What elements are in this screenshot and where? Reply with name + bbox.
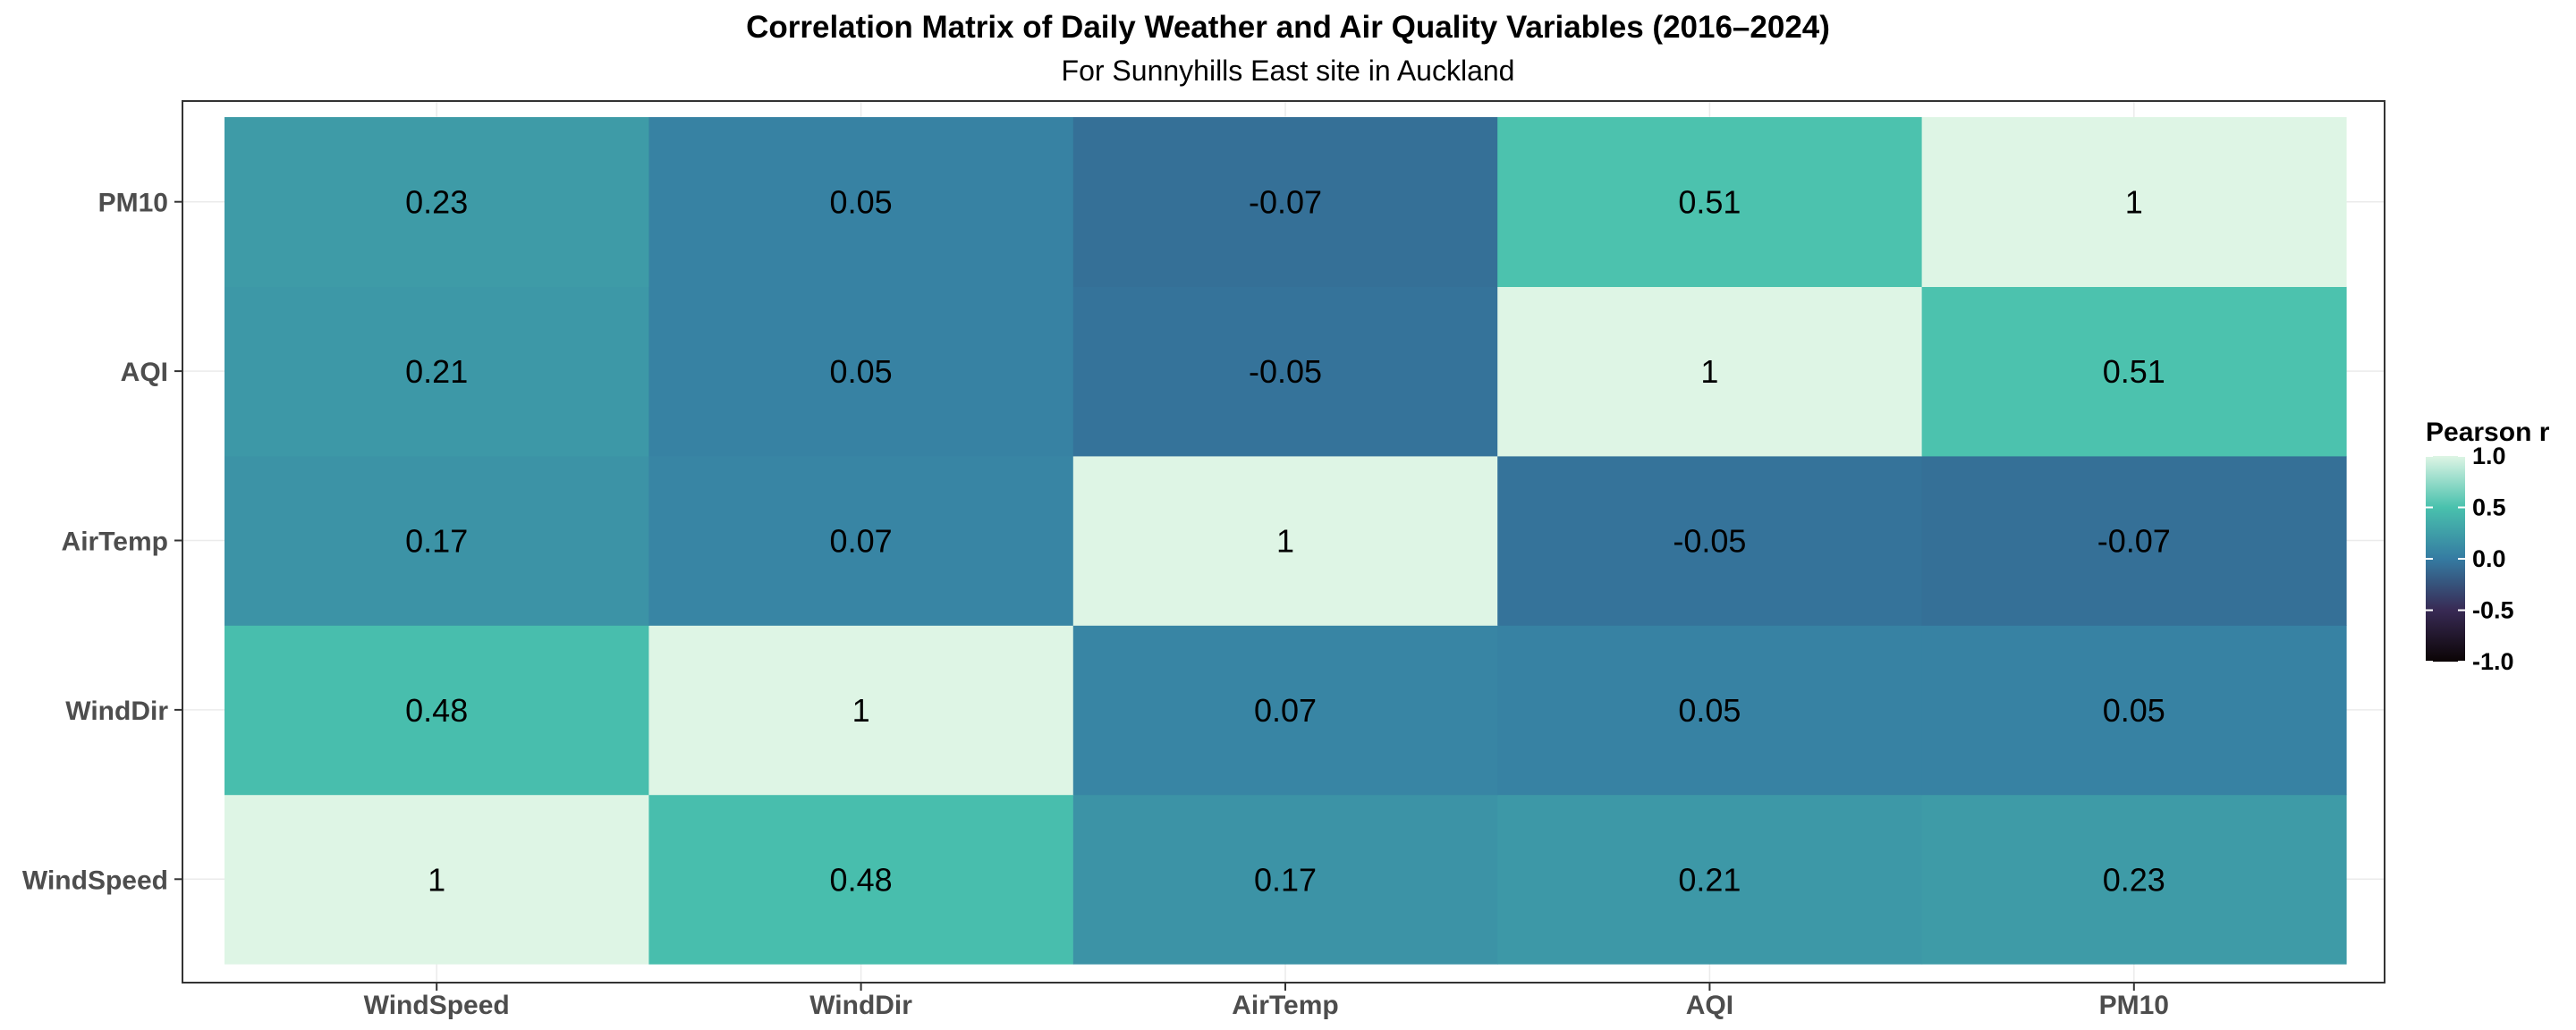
legend-tick-label: 0.0 <box>2472 545 2506 572</box>
cell-label: 0.05 <box>1678 692 1741 729</box>
y-tick-label: AirTemp <box>62 528 168 557</box>
cell-label: 1 <box>1700 353 1718 390</box>
x-axis: WindSpeed WindDir AirTemp AQI PM10 <box>364 983 2169 1020</box>
cell-label: 0.07 <box>830 523 893 560</box>
heatmap-cell-winddir-winddir <box>648 625 1074 796</box>
heatmap-cell-pm10-aqi <box>1497 117 1923 287</box>
legend-tick-label: 1.0 <box>2472 443 2506 469</box>
cell-label: 0.48 <box>405 692 468 729</box>
cell-label: 0.07 <box>1254 692 1317 729</box>
cell-label: 1 <box>2125 184 2143 221</box>
x-tick-label: AQI <box>1686 991 1733 1020</box>
heatmap-cell-windspeed-pm10 <box>1921 794 2347 965</box>
legend-tick-label: 0.5 <box>2472 494 2506 521</box>
y-axis: WindSpeed WindDir AirTemp AQI PM10 <box>22 189 182 895</box>
cell-label: 1 <box>428 861 445 898</box>
cell-label: -0.05 <box>1249 353 1322 390</box>
heatmap-cell-windspeed-airtemp <box>1072 794 1498 965</box>
cell-label: 0.05 <box>2103 692 2165 729</box>
chart-title: Correlation Matrix of Daily Weather and … <box>746 10 1830 45</box>
cell-label: 1 <box>1276 523 1294 560</box>
heatmap-cell-winddir-windspeed <box>225 625 649 796</box>
heatmap-cell-windspeed-aqi <box>1497 794 1923 965</box>
heatmap-cell-pm10-winddir <box>648 117 1074 287</box>
heatmap-cell-winddir-pm10 <box>1921 625 2347 796</box>
heatmap-cell-winddir-aqi <box>1497 625 1923 796</box>
legend-tick-label: -0.5 <box>2472 597 2514 624</box>
heatmap-cell-pm10-pm10 <box>1921 117 2347 287</box>
y-tick-label: PM10 <box>98 189 168 218</box>
legend-title: Pearson r <box>2426 418 2550 447</box>
color-legend: Pearson r 1.0 0.5 0.0 -0.5 -1.0 <box>2426 418 2550 675</box>
x-tick-label: WindDir <box>809 991 912 1020</box>
heatmap-cell-aqi-aqi <box>1497 286 1923 457</box>
cell-label: 0.17 <box>1254 861 1317 898</box>
cell-label: 1 <box>852 692 870 729</box>
cell-label: 0.51 <box>1678 184 1741 221</box>
panel-border <box>182 100 2385 984</box>
heatmap-cell-aqi-winddir <box>648 286 1074 457</box>
cell-label: 0.23 <box>2103 861 2165 898</box>
heatmap-cell-airtemp-pm10 <box>1921 455 2347 626</box>
x-tick-label: PM10 <box>2099 991 2169 1020</box>
heatmap-cell-pm10-airtemp <box>1072 117 1498 287</box>
legend-tick-label: -1.0 <box>2472 648 2514 675</box>
heatmap-cell-aqi-windspeed <box>225 286 649 457</box>
cell-label: 0.05 <box>830 184 893 221</box>
heatmap-cell-labels: 1 0.48 0.17 0.21 0.23 0.48 1 0.07 0.05 0.05 0.17 0.… <box>405 184 2171 899</box>
cell-label: 0.51 <box>2103 353 2165 390</box>
cell-label: 0.17 <box>405 523 468 560</box>
heatmap-cell-windspeed-windspeed <box>225 794 649 965</box>
cell-label: -0.05 <box>1673 523 1746 560</box>
heatmap-cell-airtemp-winddir <box>648 455 1074 626</box>
heatmap-cell-windspeed-winddir <box>648 794 1074 965</box>
cell-label: 0.23 <box>405 184 468 221</box>
y-tick-label: AQI <box>121 358 168 387</box>
x-tick-label: AirTemp <box>1232 991 1338 1020</box>
heatmap-cell-airtemp-windspeed <box>225 455 649 626</box>
cell-label: -0.07 <box>1249 184 1322 221</box>
x-tick-label: WindSpeed <box>364 991 510 1020</box>
heatmap-cell-aqi-airtemp <box>1072 286 1498 457</box>
cell-label: -0.07 <box>2097 523 2171 560</box>
cell-label: 0.48 <box>830 861 893 898</box>
chart-subtitle: For Sunnyhills East site in Auckland <box>1062 55 1515 87</box>
heatmap-cells <box>225 117 2347 965</box>
cell-label: 0.21 <box>405 353 468 390</box>
heatmap-cell-aqi-pm10 <box>1921 286 2347 457</box>
heatmap-cell-pm10-windspeed <box>225 117 649 287</box>
y-tick-label: WindDir <box>65 697 168 726</box>
heatmap-cell-winddir-airtemp <box>1072 625 1498 796</box>
heatmap-cell-airtemp-aqi <box>1497 455 1923 626</box>
heatmap-cell-airtemp-airtemp <box>1072 455 1498 626</box>
cell-label: 0.05 <box>830 353 893 390</box>
y-tick-label: WindSpeed <box>22 865 168 895</box>
cell-label: 0.21 <box>1678 861 1741 898</box>
